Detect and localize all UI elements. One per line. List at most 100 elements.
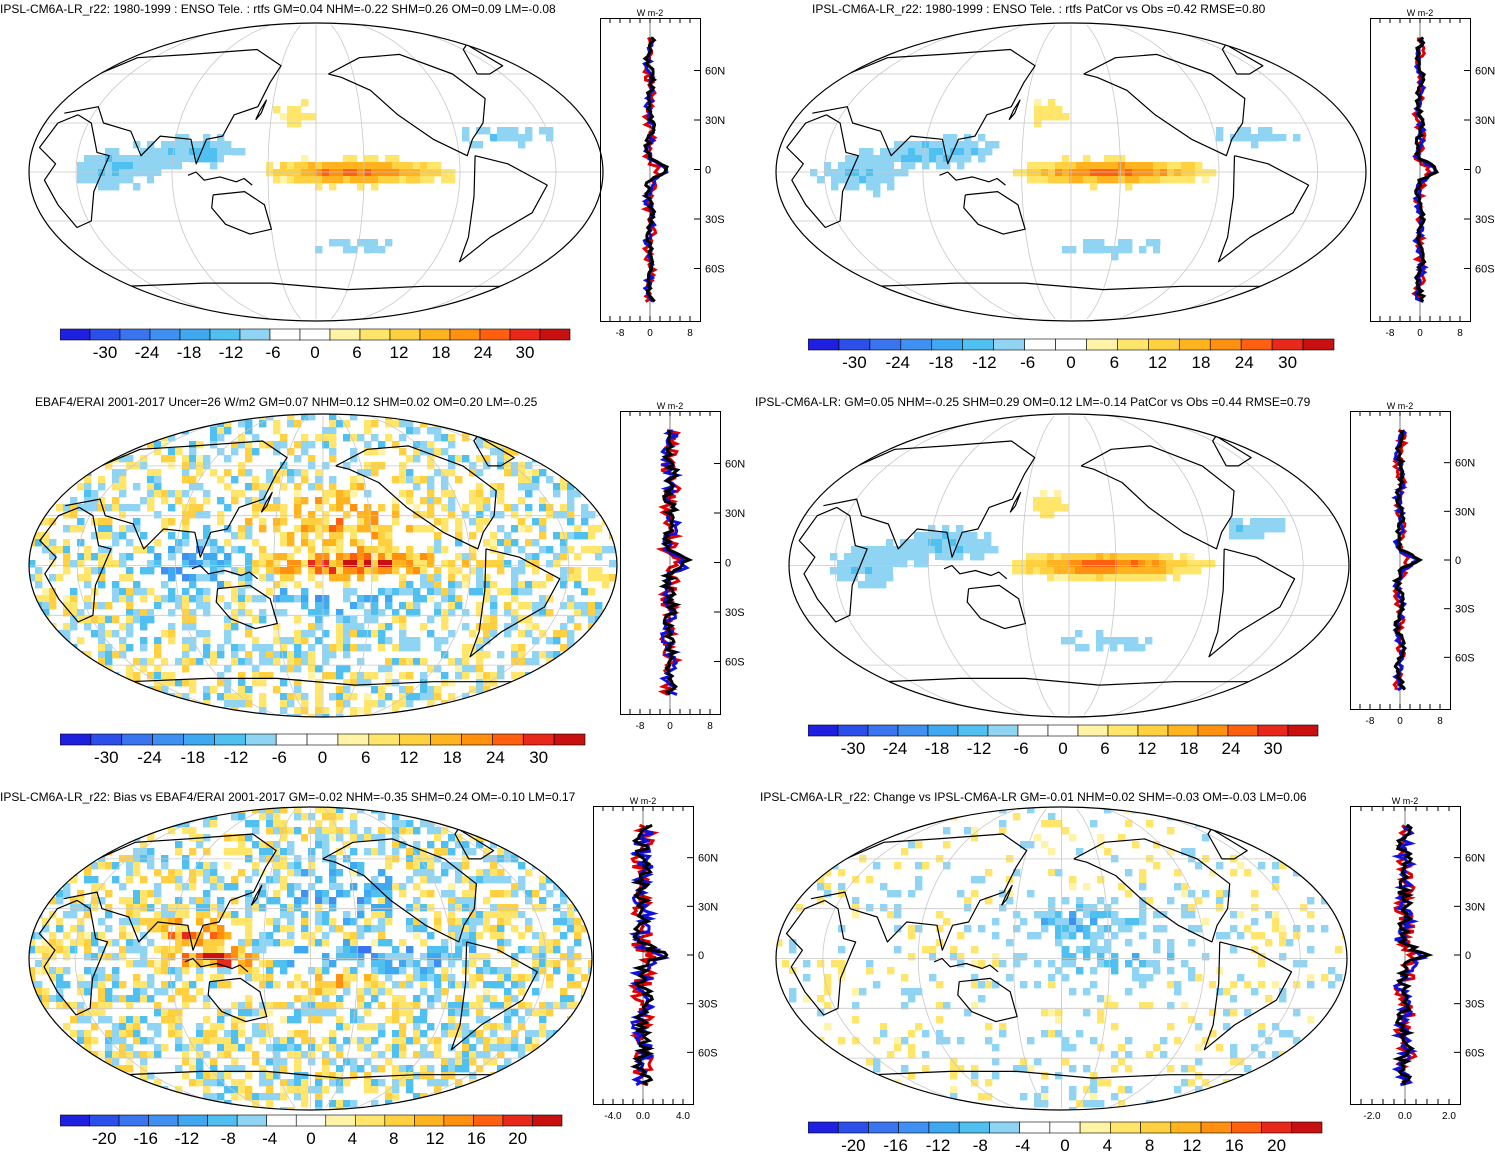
colorbar-swatch: [532, 1114, 563, 1127]
colorbar-tick-label: -30: [842, 353, 867, 370]
lat-label: 30S: [1475, 214, 1495, 226]
colorbar-tick-label: 6: [352, 343, 361, 360]
colorbar-tick-label: 18: [1180, 739, 1199, 756]
lat-label: 60S: [705, 263, 725, 275]
world-map: [788, 413, 1350, 718]
colorbar-swatch: [325, 1114, 356, 1127]
profile-x-tick: 0: [1417, 328, 1423, 339]
lat-label: 30N: [1455, 506, 1475, 518]
colorbar-swatch: [958, 1121, 990, 1134]
colorbar-tick-label: 4: [1103, 1136, 1112, 1153]
colorbar-tick-label: -20: [841, 1136, 866, 1153]
colorbar-swatch: [121, 733, 153, 746]
colorbar-tick-label: -20: [92, 1129, 117, 1146]
colorbar-swatch: [1049, 1121, 1081, 1134]
profile-x-tick: 0: [1397, 716, 1403, 727]
colorbar-swatch: [1019, 1121, 1051, 1134]
colorbar-tick-label: -30: [841, 739, 866, 756]
lat-label: 0: [725, 558, 731, 570]
colorbar-swatch: [502, 1114, 533, 1127]
colorbar-tick-label: 12: [426, 1129, 445, 1146]
colorbar-tick-label: -8: [221, 1129, 236, 1146]
colorbar-tick-label: -4: [262, 1129, 277, 1146]
colorbar-swatch: [207, 1114, 238, 1127]
colorbar-tick-label: -4: [1015, 1136, 1030, 1153]
colorbar-swatch: [179, 328, 211, 341]
colorbar-tick-label: -12: [175, 1129, 200, 1146]
colorbar-tick-label: -18: [925, 739, 950, 756]
lat-label: 60S: [1475, 263, 1495, 275]
colorbar-tick-label: 0: [1060, 1136, 1069, 1153]
profile-x-tick: 8: [707, 721, 713, 732]
colorbar-swatch: [928, 1121, 960, 1134]
colorbar-swatch: [1077, 724, 1109, 737]
colorbar-tick-label: -12: [926, 1136, 951, 1153]
colorbar-swatch: [1107, 724, 1139, 737]
colorbar-tick-label: 24: [486, 748, 505, 765]
colorbar-swatch: [119, 328, 151, 341]
colorbar: -30 -24 -18 -12 -6 0 6 12 18 24 30: [60, 328, 571, 360]
colorbar-swatch: [149, 328, 181, 341]
colorbar-swatch: [430, 733, 462, 746]
colorbar-swatch: [239, 328, 271, 341]
profile-x-tick: -8: [616, 328, 625, 339]
colorbar-swatch: [1200, 1121, 1232, 1134]
panel-title: EBAF4/ERAI 2001-2017 Uncer=26 W/m2 GM=0.…: [35, 395, 538, 409]
colorbar-tick-label: 24: [1222, 739, 1241, 756]
lat-label: 60N: [705, 66, 725, 78]
colorbar-swatch: [1209, 338, 1242, 351]
colorbar-swatch: [236, 1114, 268, 1127]
colorbar-tick-label: 8: [1145, 1136, 1154, 1153]
lat-label: 0: [1465, 950, 1471, 962]
profile-unit-label: W m-2: [657, 401, 684, 411]
colorbar-tick-label: 0: [310, 343, 319, 360]
colorbar-tick-label: -18: [929, 353, 954, 370]
colorbar-tick-label: -16: [133, 1129, 158, 1146]
colorbar-swatch: [368, 733, 401, 746]
colorbar: -30 -24 -18 -12 -6 0 6 12 18 24 30: [808, 724, 1319, 756]
colorbar-swatch: [867, 724, 899, 737]
profile-unit-label: W m-2: [1392, 796, 1419, 806]
colorbar-tick-label: -12: [967, 739, 992, 756]
colorbar-swatch: [384, 1114, 415, 1127]
lat-label: 30S: [698, 999, 718, 1011]
profile-x-tick: 8: [1457, 328, 1463, 339]
colorbar-tick-label: 12: [1148, 353, 1167, 370]
lat-label: 0: [698, 950, 704, 962]
colorbar-swatch: [931, 338, 964, 351]
colorbar-swatch: [90, 733, 123, 746]
colorbar-swatch: [897, 724, 929, 737]
profile-x-tick: 8: [1437, 716, 1443, 727]
colorbar-swatch: [152, 733, 184, 746]
colorbar-swatch: [898, 1121, 930, 1134]
colorbar-tick-label: -18: [177, 343, 202, 360]
colorbar-swatch: [927, 724, 959, 737]
colorbar-swatch: [808, 338, 840, 351]
colorbar-swatch: [553, 733, 586, 746]
colorbar-swatch: [808, 724, 839, 737]
colorbar-swatch: [60, 1114, 90, 1127]
lat-label: 30N: [698, 901, 718, 913]
colorbar-swatch: [1257, 724, 1289, 737]
colorbar-swatch: [60, 733, 92, 746]
colorbar-tick-label: 16: [467, 1129, 486, 1146]
lat-label: 60S: [698, 1047, 718, 1059]
colorbar-swatch: [1017, 724, 1049, 737]
profile-x-tick: 4.0: [676, 1111, 690, 1122]
lat-label: 0: [1475, 165, 1481, 177]
profile-curve: [1413, 36, 1440, 303]
colorbar-swatch: [1271, 338, 1304, 351]
colorbar-tick-label: -6: [272, 748, 287, 765]
profile-x-tick: -4.0: [604, 1111, 622, 1122]
colorbar-tick-label: -24: [135, 343, 160, 360]
profile-curve: [642, 36, 670, 303]
lat-label: 60S: [725, 656, 745, 668]
world-map: [775, 806, 1348, 1111]
colorbar-swatch: [473, 1114, 504, 1127]
colorbar-swatch: [329, 328, 361, 341]
colorbar-swatch: [359, 328, 391, 341]
colorbar-swatch: [989, 1121, 1020, 1134]
colorbar-swatch: [214, 733, 246, 746]
colorbar-tick-label: 30: [1278, 353, 1297, 370]
colorbar: -20 -16 -12 -8 -4 0 4 8 12 16 20: [808, 1121, 1323, 1153]
